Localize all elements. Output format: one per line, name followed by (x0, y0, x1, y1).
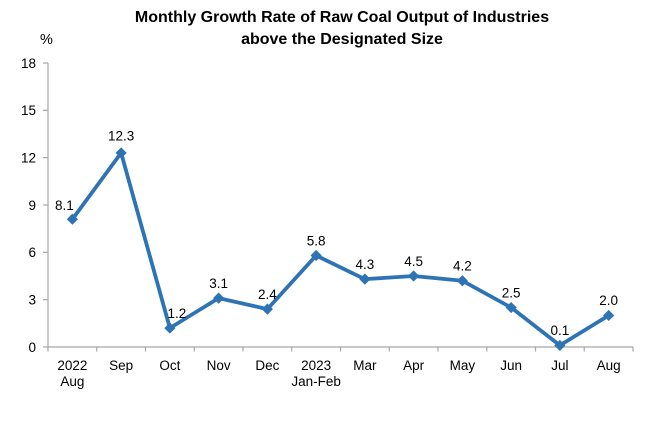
data-point-label: 4.2 (453, 259, 472, 274)
data-point-label: 1.2 (167, 306, 186, 321)
data-point-marker (261, 303, 273, 315)
data-point-marker (213, 292, 225, 304)
x-axis-tick-label: 2023 (301, 358, 331, 373)
y-axis-tick-label: 6 (28, 245, 36, 260)
data-point-marker (66, 213, 78, 225)
data-point-label: 4.3 (355, 257, 374, 272)
y-axis-tick-label: 15 (21, 103, 36, 118)
data-point-marker (310, 249, 322, 262)
x-axis-tick-label: May (450, 358, 476, 373)
x-axis-tick-label: Sep (109, 358, 133, 373)
y-axis-tick-label: 18 (21, 56, 36, 71)
x-axis-tick-label: Jun (500, 358, 522, 373)
data-point-label: 2.5 (502, 285, 521, 300)
x-axis-tick-label: Dec (255, 358, 279, 373)
data-point-marker (505, 301, 517, 314)
data-point-label: 2.0 (599, 293, 618, 308)
data-point-marker (554, 339, 566, 352)
data-point-label: 8.1 (55, 198, 74, 213)
chart-title: Monthly Growth Rate of Raw Coal Output o… (30, 7, 654, 51)
x-axis-tick-label: Oct (159, 358, 180, 373)
y-axis-tick-label: 9 (28, 198, 36, 213)
data-point-label: 5.8 (307, 233, 326, 248)
chart-title-line2: above the Designated Size (241, 31, 443, 48)
x-axis-tick-label: Apr (403, 358, 425, 373)
y-axis-unit-label: % (40, 32, 53, 48)
data-point-marker (603, 309, 615, 322)
y-axis-tick-label: 12 (21, 150, 36, 165)
x-axis-tick-label: Mar (353, 358, 377, 373)
x-axis-tick-label: Nov (207, 358, 231, 373)
x-axis-tick-label: Aug (597, 358, 621, 373)
data-point-marker (115, 147, 127, 159)
data-line (70, 151, 611, 348)
data-point-label: 12.3 (108, 129, 134, 144)
data-point-label: 2.4 (258, 287, 277, 302)
data-point-label: 0.1 (550, 323, 569, 338)
y-axis-tick-label: 0 (28, 340, 36, 355)
y-axis-tick-label: 3 (28, 292, 36, 307)
chart-title-line1: Monthly Growth Rate of Raw Coal Output o… (134, 9, 550, 26)
data-point-label: 4.5 (404, 254, 423, 269)
x-axis-tick-label: Jul (551, 358, 568, 373)
data-point-marker (456, 275, 468, 287)
x-axis-tick-label: 2022 (57, 358, 87, 373)
data-point-marker (408, 270, 420, 282)
data-point-marker (359, 273, 371, 285)
x-axis-tick-label: Aug (60, 374, 84, 389)
data-point-label: 3.1 (209, 276, 228, 291)
data-point-marker (164, 322, 176, 334)
x-axis-tick-label: Jan-Feb (291, 374, 341, 389)
